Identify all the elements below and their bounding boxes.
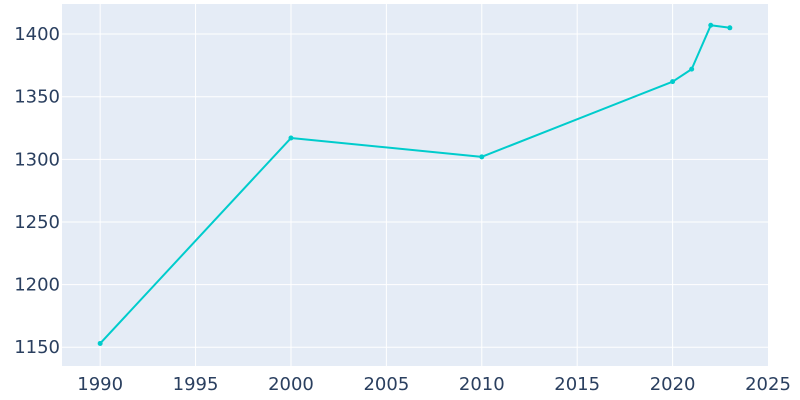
data-point: [689, 66, 695, 72]
data-point: [288, 135, 294, 141]
x-gridlines: [99, 4, 674, 366]
x-tick-label: 2020: [650, 374, 696, 395]
x-tick-label: 1990: [77, 374, 123, 395]
y-tick-label: 1250: [14, 212, 60, 233]
x-tick-label: 2010: [459, 374, 505, 395]
data-point: [708, 22, 714, 28]
y-tick-label: 1400: [14, 24, 60, 45]
series-group: [97, 22, 733, 346]
data-point: [479, 154, 485, 160]
y-gridlines: [62, 33, 768, 348]
y-tick-label: 1300: [14, 149, 60, 170]
x-tick-label: 2000: [268, 374, 314, 395]
y-axis-ticks: 1150 1200 1250 1300 1350 1400: [14, 24, 60, 358]
x-tick-label: 2005: [363, 374, 409, 395]
data-point: [727, 25, 733, 31]
data-point: [97, 340, 103, 346]
y-tick-label: 1150: [14, 337, 60, 358]
y-tick-label: 1200: [14, 275, 60, 296]
x-axis-ticks: 1990 1995 2000 2005 2010 2015 2020 2025: [77, 374, 791, 395]
x-tick-label: 2015: [554, 374, 600, 395]
x-tick-label: 2025: [745, 374, 791, 395]
data-point: [670, 79, 676, 85]
x-tick-label: 1995: [173, 374, 219, 395]
plot-area: [62, 4, 768, 366]
y-tick-label: 1350: [14, 87, 60, 108]
